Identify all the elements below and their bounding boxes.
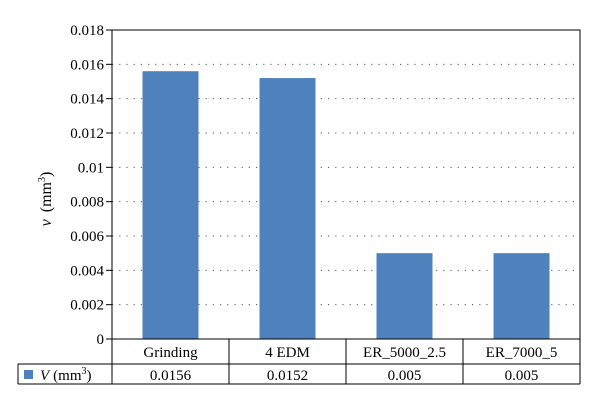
y-tick-label: 0.018	[70, 23, 104, 39]
data-table-value: 0.0152	[267, 368, 308, 384]
legend-close: )	[87, 368, 92, 384]
bar-er-5000-2-5	[376, 253, 433, 339]
x-category-label: Grinding	[143, 345, 198, 361]
y-axis-label-unit: (mm	[38, 181, 55, 212]
y-tick-label: 0.008	[70, 195, 104, 211]
y-tick-label: 0.004	[70, 263, 104, 279]
bars	[142, 71, 550, 340]
y-axis-label-close: )	[38, 172, 55, 177]
data-table-value: 0.005	[388, 368, 422, 384]
data-table: Grinding 4 EDM ER_5000_2.5 ER_7000_5 V (mm3) 0…	[17, 339, 581, 385]
y-tick-label: 0	[97, 332, 105, 348]
legend-swatch	[24, 370, 33, 379]
y-axis-label: v (mm3)	[37, 172, 55, 227]
x-category-label: ER_7000_5	[486, 345, 558, 361]
bar-4-edm	[259, 78, 316, 340]
x-category-label: 4 EDM	[265, 345, 310, 361]
legend-var: V	[40, 368, 51, 384]
data-table-value: 0.005	[505, 368, 539, 384]
bar-grinding	[142, 71, 199, 339]
y-axis-label-sup: 3	[37, 177, 48, 182]
y-tick-label: 0.012	[70, 126, 104, 142]
y-tick-label: 0.016	[70, 57, 104, 73]
y-tick-label: 0.014	[70, 92, 104, 108]
bar-er-7000-5	[493, 253, 550, 339]
y-tick-label: 0.006	[70, 229, 104, 245]
y-tick-label: 0.002	[70, 298, 104, 314]
y-tick-labels: 0 0.002 0.004 0.006 0.008 0.01 0.012 0.014 0.016…	[70, 23, 104, 348]
y-tick-label: 0.01	[78, 160, 104, 176]
legend-unit: (mm	[53, 368, 82, 384]
legend-sup: 3	[82, 366, 87, 377]
data-table-value: 0.0156	[150, 368, 192, 384]
x-category-label: ER_5000_2.5	[363, 345, 446, 361]
legend-label: V (mm3)	[40, 366, 92, 384]
y-axis-label-var: v	[38, 218, 55, 226]
